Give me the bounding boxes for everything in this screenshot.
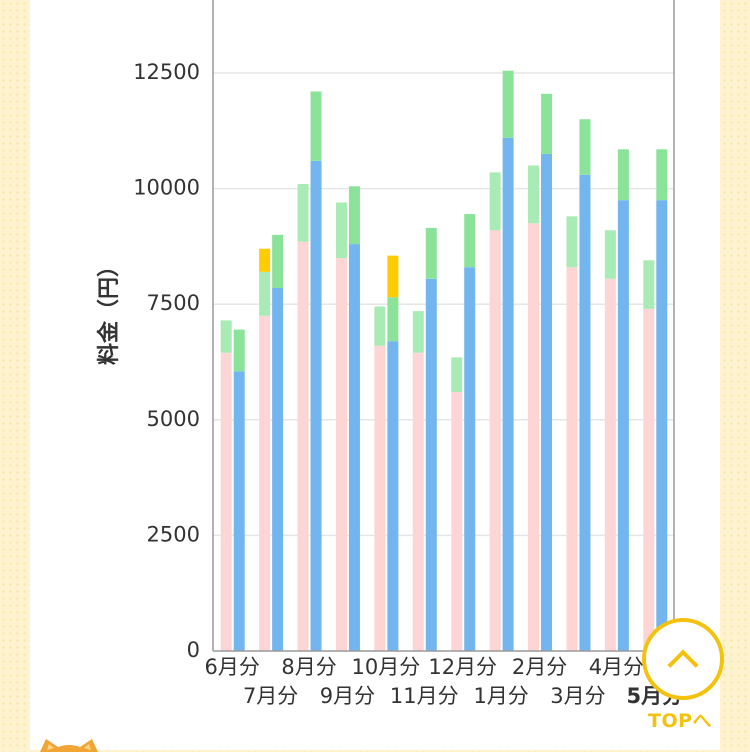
bar-segment-current <box>502 137 514 652</box>
bar-segment-previous <box>335 257 347 651</box>
y-tick-labels: 0 2500 5000 7500 10000 12500 <box>133 60 200 662</box>
bar-segment-previous <box>451 357 463 393</box>
x-tick-label: 12月分 <box>428 655 497 679</box>
y-tick-label: 10000 <box>133 176 200 200</box>
y-tick-label: 2500 <box>147 522 200 546</box>
back-to-top-button[interactable] <box>642 618 724 700</box>
y-tick-label: 12500 <box>133 60 200 84</box>
back-to-top-label[interactable]: TOPへ <box>648 710 713 732</box>
x-tick-label: 7月分 <box>243 684 298 708</box>
bar-segment-previous <box>489 230 501 651</box>
grid-lines <box>213 72 674 537</box>
bar-segment-previous <box>259 271 271 316</box>
bar-segment-current <box>579 119 591 175</box>
bar-segment-previous <box>412 311 424 353</box>
bar-segment-previous <box>374 345 386 651</box>
x-tick-label: 10月分 <box>352 655 421 679</box>
bar-segment-previous <box>528 223 540 651</box>
cat-mascot-icon <box>40 739 98 752</box>
bar-segment-current <box>425 227 437 279</box>
x-tick-label: 1月分 <box>473 684 528 708</box>
chevron-up-icon <box>667 649 699 681</box>
bar-segment-previous <box>528 165 540 224</box>
bar-segment-previous <box>566 267 578 651</box>
bar-segment-previous <box>412 352 424 651</box>
y-tick-label: 0 <box>187 638 200 662</box>
x-tick-label: 4月分 <box>589 655 644 679</box>
x-tick-label: 6月分 <box>205 655 260 679</box>
bar-segment-previous <box>643 260 655 309</box>
bar-segment-previous <box>297 241 309 651</box>
x-tick-label: 3月分 <box>550 684 605 708</box>
bar-segment-previous <box>259 248 271 272</box>
y-tick-label: 7500 <box>147 291 200 315</box>
bar-segment-current <box>502 70 514 138</box>
bar-segment-current <box>310 160 322 651</box>
bar-segment-previous <box>643 308 655 651</box>
bar-segment-current <box>617 200 629 651</box>
bar-segment-current <box>387 341 399 651</box>
bar-segment-previous <box>489 172 501 231</box>
bar-segment-previous <box>451 392 463 651</box>
bar-segment-current <box>656 149 668 201</box>
bar-segment-current <box>579 174 591 651</box>
bar-segment-current <box>348 244 360 651</box>
x-tick-label: 11月分 <box>390 684 459 708</box>
x-tick-label: 8月分 <box>281 655 336 679</box>
bar-segment-current <box>656 200 668 651</box>
bar-segment-previous <box>259 315 271 651</box>
bar-segment-current <box>387 255 399 298</box>
bar-segment-previous <box>220 352 232 651</box>
bar-segment-current <box>348 186 360 245</box>
bar-segment-current <box>233 371 245 651</box>
bar-segment-previous <box>604 278 616 651</box>
bar-segment-current <box>272 288 284 651</box>
bar-segment-previous <box>335 202 347 258</box>
bar-segment-current <box>617 149 629 201</box>
bar-segment-previous <box>604 230 616 279</box>
bar-segment-current <box>541 153 553 652</box>
bar-segment-current <box>464 267 476 651</box>
bar-segment-previous <box>220 320 232 353</box>
bar-segment-current <box>425 278 437 651</box>
bar-segment-current <box>464 214 476 268</box>
bar-segment-previous <box>374 306 386 346</box>
bar-segment-current <box>272 234 284 289</box>
y-tick-label: 5000 <box>147 407 200 431</box>
axes <box>212 0 675 652</box>
bar-segment-current <box>310 91 322 161</box>
bars <box>220 70 668 652</box>
x-tick-label: 2月分 <box>512 655 567 679</box>
y-axis-label: 料金（円） <box>96 255 122 365</box>
bar-segment-current <box>233 329 245 372</box>
bar-segment-previous <box>297 183 309 242</box>
bar-segment-current <box>541 93 553 154</box>
x-tick-label: 9月分 <box>320 684 375 708</box>
bar-segment-previous <box>566 216 578 268</box>
bar-segment-current <box>387 297 399 342</box>
